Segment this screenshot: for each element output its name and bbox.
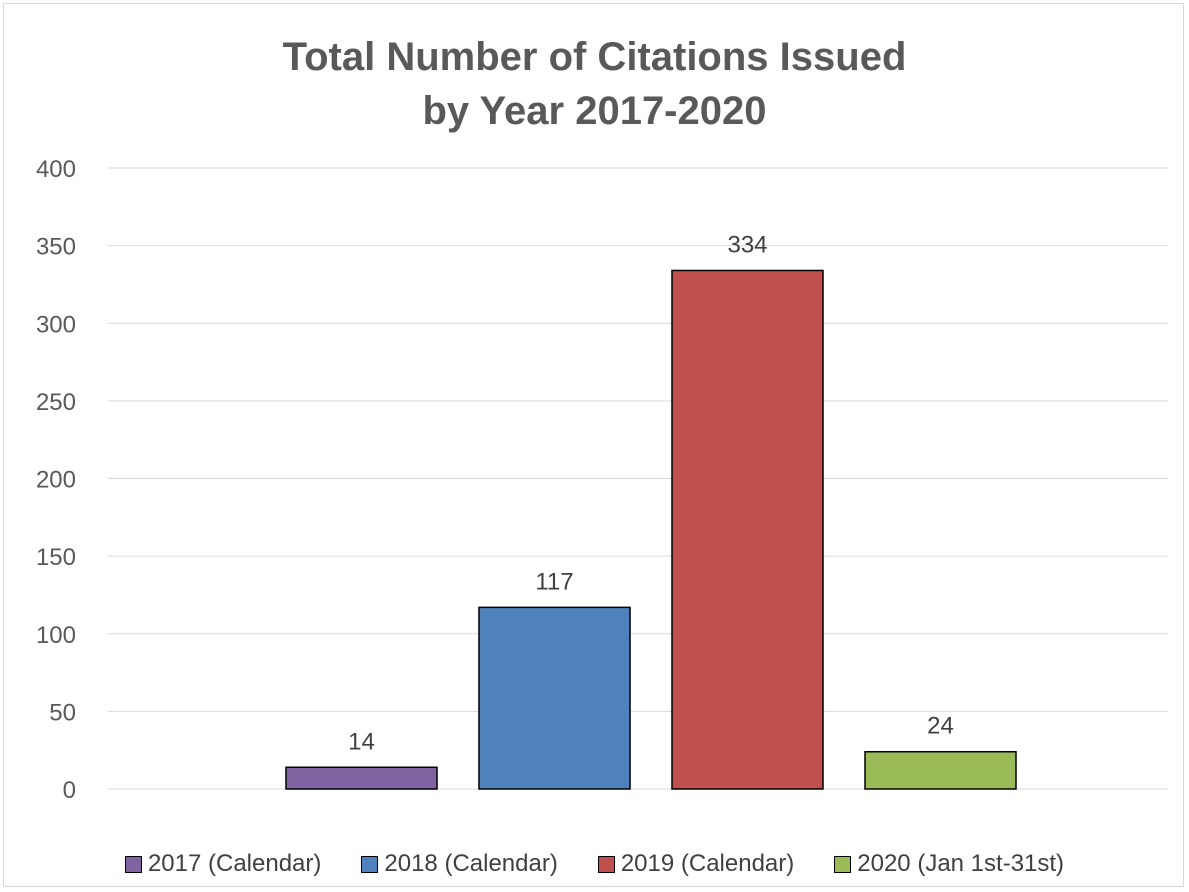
legend-swatch	[124, 855, 142, 873]
y-tick-label: 400	[36, 156, 76, 183]
y-tick-label: 300	[36, 311, 76, 338]
bar-3	[671, 269, 824, 790]
bar-2	[478, 606, 631, 790]
data-label-1: 14	[348, 728, 375, 755]
y-tick-label: 350	[36, 234, 76, 261]
legend-label: 2017 (Calendar)	[147, 850, 322, 877]
data-label-2: 117	[535, 568, 573, 595]
legend-item-4: 2020 (Jan 1st-31st)	[834, 850, 1064, 878]
chart-legend: 2017 (Calendar) 2018 (Calendar) 2019 (Cale…	[0, 846, 1189, 882]
legend-item-2: 2018 (Calendar)	[361, 850, 558, 878]
chart-title: Total Number of Citations Issued by Year…	[0, 30, 1189, 138]
data-label-3: 334	[727, 231, 767, 258]
legend-swatch	[361, 855, 379, 873]
bar-4	[864, 750, 1017, 790]
legend-label: 2018 (Calendar)	[384, 850, 558, 877]
chart-title-line-2: by Year 2017-2020	[422, 89, 767, 133]
y-tick-label: 100	[36, 622, 76, 649]
legend-label: 2019 (Calendar)	[620, 850, 795, 877]
y-tick-label: 50	[49, 699, 76, 726]
legend-item-3: 2019 (Calendar)	[597, 850, 795, 878]
legend-swatch	[597, 855, 615, 873]
legend-label: 2020 (Jan 1st-31st)	[857, 850, 1065, 877]
y-tick-label: 200	[36, 467, 76, 494]
y-tick-label: 150	[36, 544, 76, 571]
legend-swatch	[834, 855, 852, 873]
legend-item-1: 2017 (Calendar)	[124, 850, 322, 878]
y-tick-label: 0	[63, 777, 76, 804]
chart-title-line-1: Total Number of Citations Issued	[282, 35, 907, 79]
y-tick-label: 250	[36, 389, 76, 416]
data-label-4: 24	[927, 713, 954, 740]
bar-1	[285, 766, 438, 790]
